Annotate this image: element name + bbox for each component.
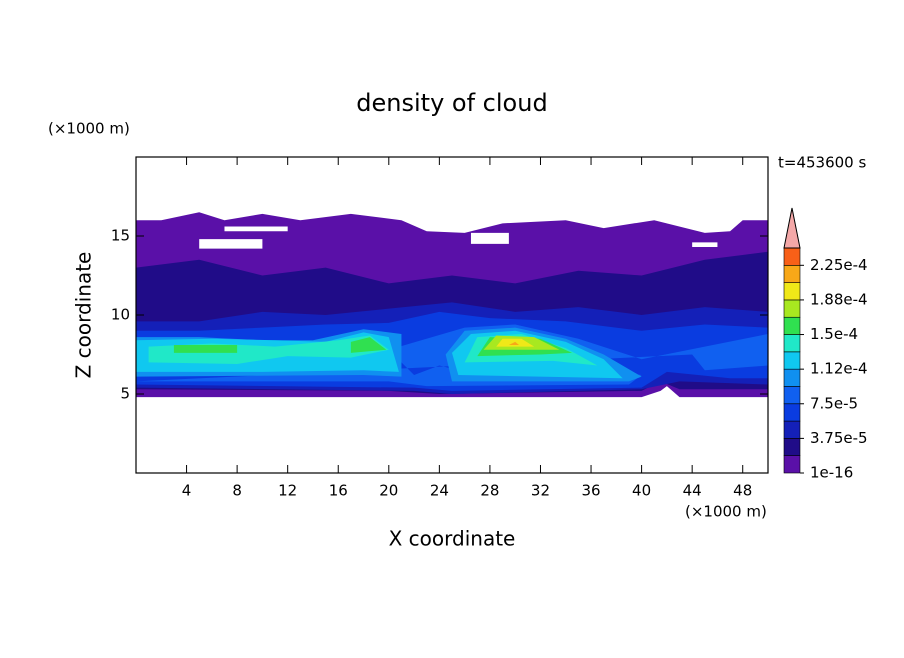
colorbar-tick-label: 2.25e-4 bbox=[810, 256, 868, 274]
colorbar-band bbox=[783, 282, 801, 301]
y-axis-label: Z coordinate bbox=[72, 252, 96, 379]
colorbar-band bbox=[783, 247, 801, 266]
colorbar-band bbox=[783, 403, 801, 422]
colorbar-tick-label: 1.5e-4 bbox=[810, 325, 858, 343]
colorbar-band bbox=[783, 386, 801, 405]
y-tick-label: 15 bbox=[111, 227, 130, 245]
contour-field bbox=[136, 212, 768, 398]
colorbar-band bbox=[783, 299, 801, 318]
colorbar-tick-label: 1.88e-4 bbox=[810, 290, 868, 308]
x-tick-label: 40 bbox=[632, 482, 651, 500]
y-unit: (×1000 m) bbox=[48, 120, 130, 138]
contour-region bbox=[350, 337, 387, 353]
hole bbox=[224, 226, 288, 232]
hole bbox=[199, 239, 263, 249]
colorbar-band bbox=[783, 420, 801, 439]
colorbar-band bbox=[783, 334, 801, 353]
x-unit: (×1000 m) bbox=[685, 503, 767, 521]
colorbar-band bbox=[783, 455, 801, 474]
chart-title: density of cloud bbox=[356, 89, 547, 117]
colorbar-band bbox=[783, 316, 801, 335]
x-tick-label: 8 bbox=[232, 482, 242, 500]
y-tick-label: 5 bbox=[120, 385, 130, 403]
hole bbox=[692, 242, 718, 248]
contour-region bbox=[173, 345, 238, 353]
colorbar-tick-label: 7.5e-5 bbox=[810, 394, 858, 412]
x-tick-label: 28 bbox=[480, 482, 499, 500]
colorbar-band bbox=[783, 368, 801, 387]
x-tick-label: 48 bbox=[733, 482, 752, 500]
colorbar-tick-label: 1.12e-4 bbox=[810, 360, 868, 378]
hole bbox=[470, 232, 509, 244]
y-tick-label: 10 bbox=[111, 306, 130, 324]
colorbar-band bbox=[783, 265, 801, 283]
x-tick-label: 20 bbox=[379, 482, 398, 500]
x-tick-label: 36 bbox=[581, 482, 600, 500]
x-tick-label: 24 bbox=[430, 482, 449, 500]
x-tick-label: 44 bbox=[683, 482, 702, 500]
x-tick-label: 4 bbox=[182, 482, 192, 500]
time-label: t=453600 s bbox=[778, 154, 866, 172]
colorbar-band bbox=[783, 351, 801, 370]
colorbar-band bbox=[783, 438, 801, 456]
contour-region bbox=[508, 341, 519, 346]
x-tick-label: 12 bbox=[278, 482, 297, 500]
x-tick-label: 32 bbox=[531, 482, 550, 500]
x-axis-label: X coordinate bbox=[389, 527, 516, 551]
x-tick-label: 16 bbox=[329, 482, 348, 500]
colorbar-extend bbox=[783, 207, 801, 249]
colorbar-tick-label: 1e-16 bbox=[810, 464, 853, 482]
colorbar-tick-label: 3.75e-5 bbox=[810, 429, 868, 447]
contour-region bbox=[148, 335, 389, 364]
